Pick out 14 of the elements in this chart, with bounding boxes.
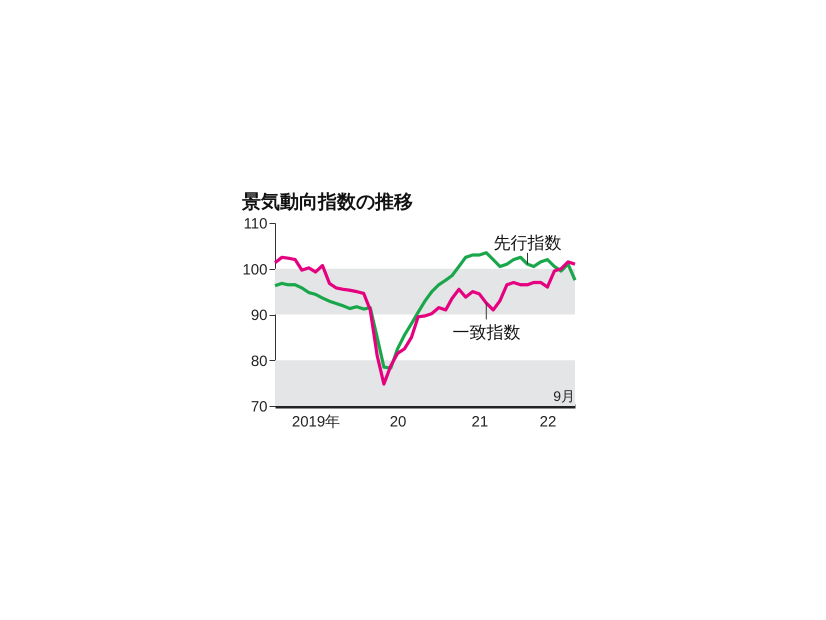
x-tick-label: 2019年 — [292, 414, 340, 430]
y-tick-label: 100 — [242, 261, 268, 278]
y-tick-label: 80 — [250, 352, 268, 370]
y-tick-label: 70 — [250, 398, 268, 416]
x-tick-label: 21 — [471, 414, 488, 430]
y-tick-label: 110 — [244, 216, 268, 232]
series-label: 先行指数 — [494, 234, 562, 253]
y-tick-label: 90 — [250, 307, 268, 324]
series-label: 一致指数 — [452, 322, 520, 342]
annotation: 9月 — [553, 388, 575, 404]
chart-title: 景気動向指数の推移 — [240, 192, 413, 213]
line-series — [273, 256, 577, 386]
x-tick-label: 20 — [390, 414, 406, 430]
x-tick-label: 22 — [540, 414, 556, 430]
